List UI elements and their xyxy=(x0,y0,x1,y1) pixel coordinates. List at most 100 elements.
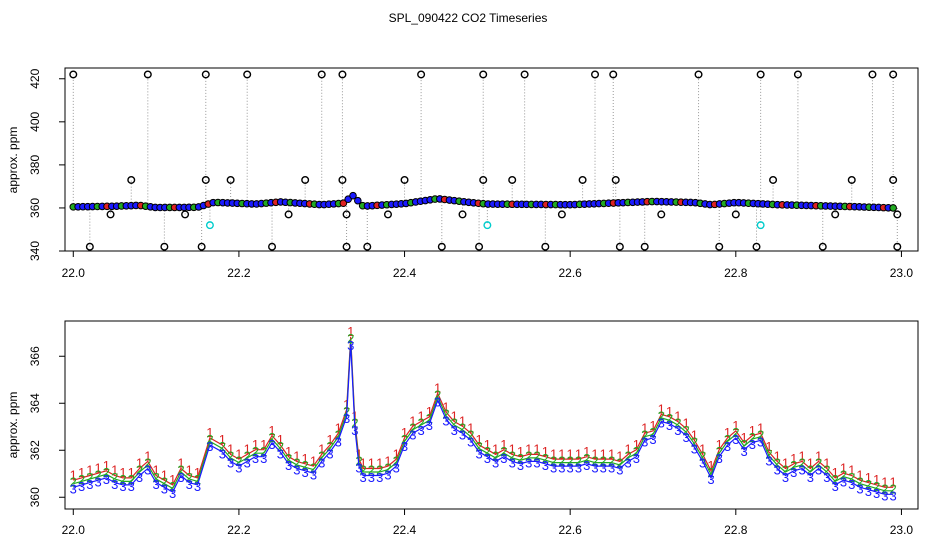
series-2-marker-82: 2 xyxy=(740,437,747,452)
series-2-marker-19: 2 xyxy=(235,453,242,468)
series-3-marker-11: 3 xyxy=(161,482,168,497)
bottom-panel: approx. ppm 22.0 22.2 22.4 22.6 22.8 23.0 360 3… xyxy=(6,320,919,537)
series-2-marker-59: 2 xyxy=(550,453,557,468)
series-1-marker-96: 1 xyxy=(856,467,863,482)
series-3-marker-10: 3 xyxy=(152,477,159,492)
series-1-marker-93: 1 xyxy=(832,465,839,480)
top-low-mid-point-1 xyxy=(181,210,190,219)
series-2-marker-25: 2 xyxy=(285,451,292,466)
series-3-marker-40: 3 xyxy=(393,460,400,475)
top-x-tick-label-3: 22.6 xyxy=(558,266,582,280)
series-1-marker-68: 1 xyxy=(625,442,632,457)
top-mid-point-3 xyxy=(301,175,310,184)
series-1-marker-3: 1 xyxy=(95,460,102,475)
series-1-marker-75: 1 xyxy=(682,416,689,431)
series-2-marker-36: 2 xyxy=(360,463,367,478)
top-spike-8 xyxy=(520,70,529,79)
series-3-marker-78: 3 xyxy=(707,472,714,487)
series-2-marker-81: 2 xyxy=(732,425,739,440)
series-3-marker-19: 3 xyxy=(235,460,242,475)
series-1-marker-73: 1 xyxy=(666,404,673,419)
top-mid-point-9 xyxy=(611,175,620,184)
series-2-marker-10: 2 xyxy=(152,470,159,485)
series-2-marker-57: 2 xyxy=(533,449,540,464)
series-1-marker-46: 1 xyxy=(442,399,449,414)
series-3-marker-61: 3 xyxy=(567,460,574,475)
series-2-marker-3: 2 xyxy=(95,467,102,482)
series-1-marker-66: 1 xyxy=(608,446,615,461)
series-3-marker-93: 3 xyxy=(832,479,839,494)
series-3-marker-33: 3 xyxy=(347,338,354,353)
series-2-marker-23: 2 xyxy=(268,430,275,445)
series-3-marker-16: 3 xyxy=(206,439,213,454)
top-flagged-2 xyxy=(756,221,765,230)
series-2-marker-4: 2 xyxy=(103,465,110,480)
series-1-marker-57: 1 xyxy=(533,442,540,457)
series-1-marker-4: 1 xyxy=(103,458,110,473)
figure-title: SPL_090422 CO2 Timeseries xyxy=(389,11,548,25)
top-x-tick-label-4: 22.8 xyxy=(724,266,748,280)
series-2-marker-99: 2 xyxy=(881,482,888,497)
series-2-marker-70: 2 xyxy=(641,427,648,442)
series-1-marker-18: 1 xyxy=(227,442,234,457)
series-2-marker-39: 2 xyxy=(384,460,391,475)
top-y-tick-label-4: 420 xyxy=(28,68,42,88)
series-3-marker-24: 3 xyxy=(277,446,284,461)
top-mid-point-5 xyxy=(400,175,409,184)
series-1-marker-90: 1 xyxy=(807,456,814,471)
series-2-marker-73: 2 xyxy=(666,411,673,426)
top-mid-point-1 xyxy=(201,175,210,184)
series-3-marker-74: 3 xyxy=(674,423,681,438)
series-3-marker-8: 3 xyxy=(136,470,143,485)
series-3-marker-91: 3 xyxy=(815,463,822,478)
series-2-marker-22: 2 xyxy=(260,444,267,459)
series-3-marker-79: 3 xyxy=(716,451,723,466)
series-2-marker-49: 2 xyxy=(467,427,474,442)
series-2-marker-96: 2 xyxy=(856,474,863,489)
series-1-marker-9: 1 xyxy=(144,449,151,464)
series-3-marker-21: 3 xyxy=(252,451,259,466)
top-spike-2 xyxy=(201,70,210,79)
series-2-marker-18: 2 xyxy=(227,449,234,464)
series-1-marker-36: 1 xyxy=(360,456,367,471)
series-3-marker-15: 3 xyxy=(194,479,201,494)
series-1-marker-55: 1 xyxy=(517,444,524,459)
series-1-marker-98: 1 xyxy=(873,472,880,487)
series-2-marker-42: 2 xyxy=(409,420,416,435)
series-2-marker-83: 2 xyxy=(749,430,756,445)
series-1-marker-67: 1 xyxy=(616,449,623,464)
top-low-point-1 xyxy=(160,242,169,251)
series-2-marker-40: 2 xyxy=(393,453,400,468)
series-2-marker-50: 2 xyxy=(475,439,482,454)
bottom-axes: 22.0 22.2 22.4 22.6 22.8 23.0 360 362 364 366 xyxy=(28,346,913,537)
top-low-mid-point-0 xyxy=(106,210,115,219)
series-2-marker-87: 2 xyxy=(782,463,789,478)
series-1-marker-82: 1 xyxy=(740,430,747,445)
series-1-marker-89: 1 xyxy=(798,449,805,464)
bottom-y-tick-label-1: 362 xyxy=(28,440,42,460)
series-2-marker-46: 2 xyxy=(442,406,449,421)
series-3-marker-0: 3 xyxy=(70,482,77,497)
series-1-marker-33: 1 xyxy=(347,324,354,339)
series-2-marker-7: 2 xyxy=(128,472,135,487)
series-3-marker-38: 3 xyxy=(376,470,383,485)
series-2-marker-13: 2 xyxy=(177,463,184,478)
series-3-marker-42: 3 xyxy=(409,427,416,442)
series-3-marker-95: 3 xyxy=(848,477,855,492)
series-2-marker-95: 2 xyxy=(848,470,855,485)
series-2-marker-53: 2 xyxy=(500,444,507,459)
top-panel: approx. ppm 22.0 22.2 22.4 22.6 22.8 23.0 340 3… xyxy=(6,67,919,280)
series-1-marker-78: 1 xyxy=(707,458,714,473)
series-1-marker-13: 1 xyxy=(177,456,184,471)
series-3-marker-60: 3 xyxy=(558,460,565,475)
top-mid-point-7 xyxy=(508,175,517,184)
series-3-marker-32: 3 xyxy=(343,411,350,426)
series-2-marker-14: 2 xyxy=(186,470,193,485)
series-2-marker-60: 2 xyxy=(558,453,565,468)
bottom-plot-frame xyxy=(64,320,919,510)
top-mid-point-8 xyxy=(578,175,587,184)
series-1-marker-5: 1 xyxy=(111,463,118,478)
series-2-marker-56: 2 xyxy=(525,449,532,464)
top-low-mid-point-4 xyxy=(383,210,392,219)
top-spike-6 xyxy=(417,70,426,79)
